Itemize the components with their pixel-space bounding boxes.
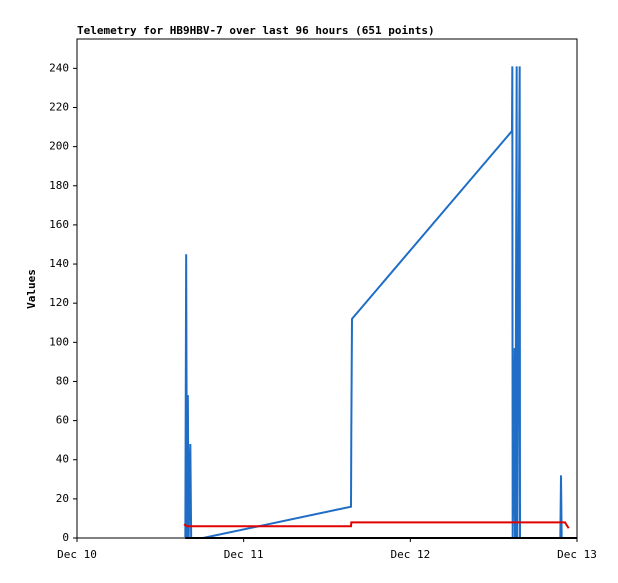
y-tick-label: 240 [49, 61, 69, 74]
y-tick-label: 160 [49, 218, 69, 231]
y-axis-label: Values [25, 269, 38, 309]
chart-title: Telemetry for HB9HBV-7 over last 96 hour… [77, 24, 435, 37]
x-tick-label: Dec 13 [557, 548, 597, 561]
y-tick-label: 60 [56, 414, 69, 427]
x-tick-label: Dec 12 [390, 548, 430, 561]
y-tick-label: 180 [49, 179, 69, 192]
x-tick-label: Dec 10 [57, 548, 97, 561]
data-line [184, 66, 569, 539]
y-tick-label: 140 [49, 257, 69, 270]
y-tick-label: 80 [56, 374, 69, 387]
y-tick-label: 20 [56, 492, 69, 505]
y-tick-label: 120 [49, 296, 69, 309]
y-tick-label: 40 [56, 453, 69, 466]
y-tick-label: 100 [49, 335, 69, 348]
y-tick-label: 200 [49, 140, 69, 153]
plot-frame [76, 38, 578, 539]
y-tick-label: 220 [49, 100, 69, 113]
y-tick-label: 0 [62, 531, 69, 544]
x-tick-label: Dec 11 [224, 548, 264, 561]
data-line [183, 521, 570, 529]
